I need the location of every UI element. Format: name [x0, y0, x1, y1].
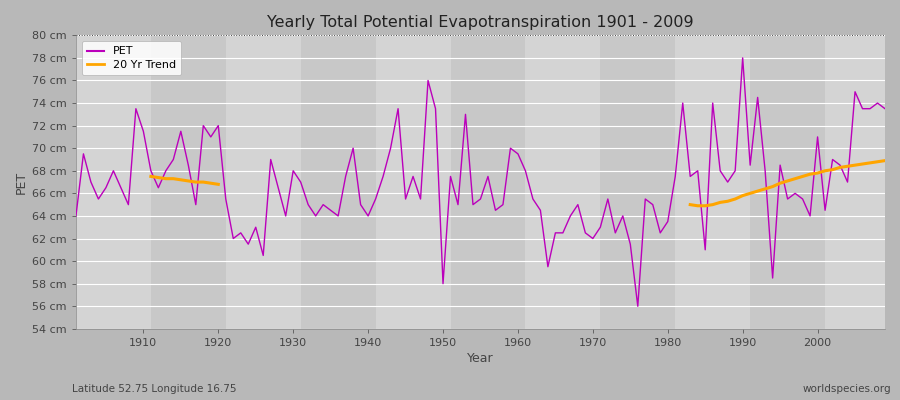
Text: worldspecies.org: worldspecies.org: [803, 384, 891, 394]
Bar: [151, 35, 226, 329]
Bar: [600, 35, 675, 329]
Bar: [526, 35, 600, 329]
Y-axis label: PET: PET: [15, 170, 28, 194]
Bar: [76, 35, 151, 329]
Text: Latitude 52.75 Longitude 16.75: Latitude 52.75 Longitude 16.75: [72, 384, 237, 394]
Bar: [675, 35, 751, 329]
Legend: PET, 20 Yr Trend: PET, 20 Yr Trend: [82, 41, 181, 75]
Bar: [301, 35, 375, 329]
Bar: [375, 35, 451, 329]
Bar: [226, 35, 301, 329]
Bar: [751, 35, 825, 329]
Bar: [825, 35, 900, 329]
Title: Yearly Total Potential Evapotranspiration 1901 - 2009: Yearly Total Potential Evapotranspiratio…: [267, 15, 694, 30]
X-axis label: Year: Year: [467, 352, 494, 365]
Bar: [451, 35, 526, 329]
